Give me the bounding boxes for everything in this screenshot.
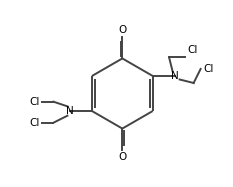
Text: N: N	[66, 106, 74, 116]
Text: O: O	[118, 152, 127, 162]
Text: N: N	[171, 71, 179, 81]
Text: Cl: Cl	[188, 45, 198, 55]
Text: Cl: Cl	[203, 64, 213, 74]
Text: Cl: Cl	[29, 118, 39, 128]
Text: O: O	[118, 25, 127, 35]
Text: Cl: Cl	[29, 97, 39, 107]
